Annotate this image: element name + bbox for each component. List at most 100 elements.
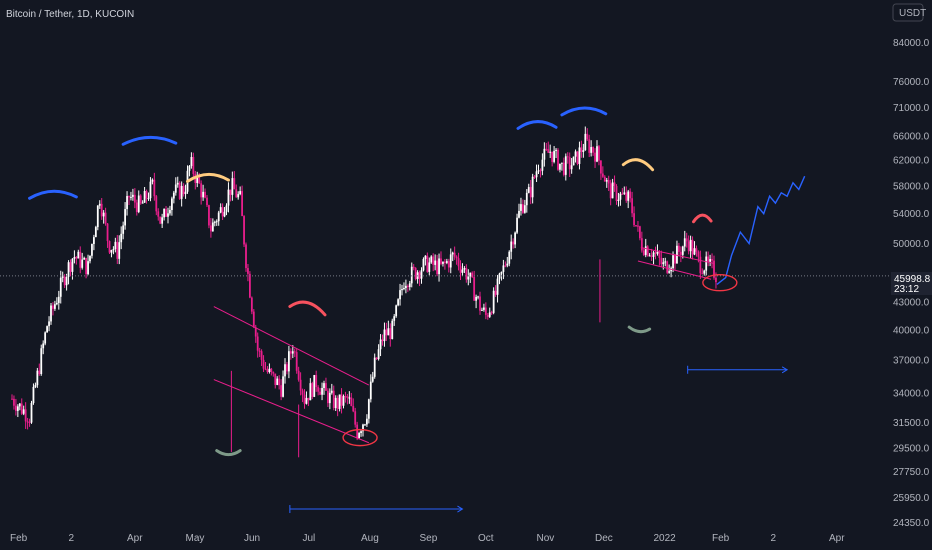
candle-body [59, 277, 62, 297]
candle-body [254, 327, 257, 337]
candle-body [590, 147, 593, 153]
currency-label: USDT [899, 8, 926, 19]
price-badge: 45998.8 23:12 [891, 272, 932, 295]
candle-body [270, 368, 273, 372]
candle-body [104, 212, 107, 224]
candle-body [55, 302, 58, 305]
candle-body [709, 259, 711, 262]
candle-body [198, 175, 201, 184]
candle-body [605, 180, 608, 182]
x-tick-label: Feb [10, 533, 28, 544]
candle-body [506, 263, 509, 266]
candle-body [266, 369, 269, 373]
candle-body [44, 332, 47, 344]
candle-body [143, 190, 146, 203]
candle-body [20, 403, 23, 414]
candle-body [362, 424, 364, 432]
candle-body [139, 195, 142, 204]
candle-body [713, 260, 715, 278]
candle-body [110, 249, 113, 253]
candle-body [81, 259, 84, 268]
currency-toggle[interactable]: USDT [892, 3, 926, 22]
candle-body [280, 385, 282, 397]
candle-body [91, 243, 93, 256]
channel-lower-line [213, 379, 370, 444]
candle-body [250, 297, 253, 312]
candle-body [141, 202, 144, 204]
candle-body [211, 222, 214, 232]
candle-body [225, 205, 228, 212]
candle-body [208, 205, 210, 226]
candle-body [520, 204, 522, 211]
x-tick-label: Feb [712, 533, 730, 544]
candle-body [75, 257, 78, 259]
candle-body [18, 403, 21, 407]
candle-body [245, 244, 247, 269]
candle-body [533, 176, 536, 178]
candle-body [204, 191, 206, 198]
candle-body [432, 256, 435, 265]
candle-body [360, 431, 362, 434]
candle-body [54, 304, 56, 309]
candle-body [510, 241, 513, 252]
candle-body [385, 329, 388, 336]
candle-body [701, 273, 704, 275]
y-tick-label: 40000.0 [893, 326, 930, 337]
candle-body [137, 195, 140, 212]
candle-body [356, 424, 359, 439]
candle-body [578, 147, 581, 164]
candle-body [518, 210, 520, 218]
candle-body [685, 238, 688, 242]
candle-body [393, 316, 396, 321]
candle-body [689, 239, 692, 252]
candle-body [291, 351, 294, 354]
candle-body [147, 198, 150, 200]
date-range-arrow [781, 366, 789, 374]
candle-body [167, 213, 169, 217]
candle-body [681, 246, 684, 255]
candle-body [598, 146, 600, 161]
drawings-layer[interactable] [0, 106, 890, 514]
y-tick-label: 71000.0 [893, 103, 930, 114]
candle-body [668, 271, 671, 273]
candle-body [379, 339, 382, 350]
candle-body [408, 283, 411, 288]
candle-body [715, 277, 717, 283]
candle-body [89, 255, 91, 262]
small-channel-lower-line [637, 260, 712, 280]
candle-body [79, 251, 82, 268]
candle-body [547, 149, 550, 153]
candle-body [568, 157, 571, 170]
top-arc-yellow [621, 158, 655, 172]
candle-body [553, 150, 555, 162]
candle-body [32, 386, 35, 404]
candle-body [132, 194, 134, 197]
candle-body [332, 390, 335, 409]
candle-body [576, 151, 579, 164]
candle-body [580, 147, 583, 152]
candle-body [629, 191, 632, 199]
candle-body [206, 197, 208, 206]
candle-body [135, 202, 138, 212]
candle-body [184, 191, 187, 195]
x-tick-label: Jun [244, 533, 260, 544]
candle-body [410, 266, 413, 284]
candles-layer [11, 126, 717, 458]
top-arc-blue [121, 135, 178, 146]
candle-body [543, 148, 546, 160]
candle-body [26, 421, 29, 423]
candle-body [128, 196, 130, 198]
candle-body [403, 288, 405, 290]
candle-body [118, 242, 121, 259]
candle-body [522, 204, 524, 213]
candle-body [660, 257, 663, 265]
candle-body [293, 351, 296, 353]
candle-body [383, 329, 386, 342]
candle-body [525, 192, 528, 206]
candle-body [40, 348, 43, 375]
candle-body [494, 290, 497, 295]
candle-body [221, 207, 224, 217]
top-arc-red [692, 213, 713, 224]
candle-body [352, 405, 355, 412]
